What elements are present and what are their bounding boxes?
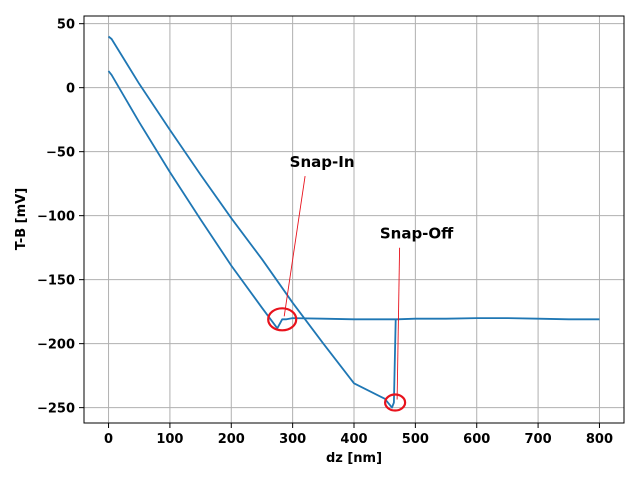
- y-tick-label: 50: [57, 18, 75, 33]
- y-axis: 50 0 −50 −100 −150 −200 −250: [37, 18, 84, 417]
- y-axis-label: T-B [mV]: [14, 188, 29, 250]
- series-line-1: [107, 70, 600, 330]
- y-tick-label: −200: [37, 338, 75, 353]
- annotation-label: Snap-In: [290, 153, 355, 171]
- x-axis-label: dz [nm]: [326, 451, 382, 466]
- annotation-circle: [267, 307, 298, 332]
- x-axis: 0 100 200 300 400 500 600 700 800: [104, 423, 613, 447]
- x-tick-label: 0: [104, 432, 113, 447]
- x-tick-label: 100: [156, 432, 183, 447]
- annotation-label: Snap-Off: [380, 225, 454, 243]
- x-tick-label: 400: [340, 432, 367, 447]
- series-line-2: [107, 35, 397, 409]
- x-tick-label: 700: [525, 432, 552, 447]
- annotation-leader: [283, 175, 306, 317]
- x-tick-label: 500: [402, 432, 429, 447]
- y-tick-label: −150: [37, 274, 75, 289]
- x-tick-label: 200: [218, 432, 245, 447]
- grid: [84, 16, 624, 423]
- annotation-leader: [396, 247, 401, 400]
- y-tick-label: −250: [37, 402, 75, 417]
- series-group: [107, 35, 600, 409]
- y-tick-label: −100: [37, 210, 75, 225]
- y-tick-label: 0: [66, 82, 75, 97]
- y-tick-label: −50: [46, 146, 75, 161]
- annotation-circle: [384, 393, 407, 412]
- x-tick-label: 600: [463, 432, 490, 447]
- annotations: Snap-In Snap-Off: [267, 153, 454, 412]
- x-tick-label: 800: [586, 432, 613, 447]
- x-tick-label: 300: [279, 432, 306, 447]
